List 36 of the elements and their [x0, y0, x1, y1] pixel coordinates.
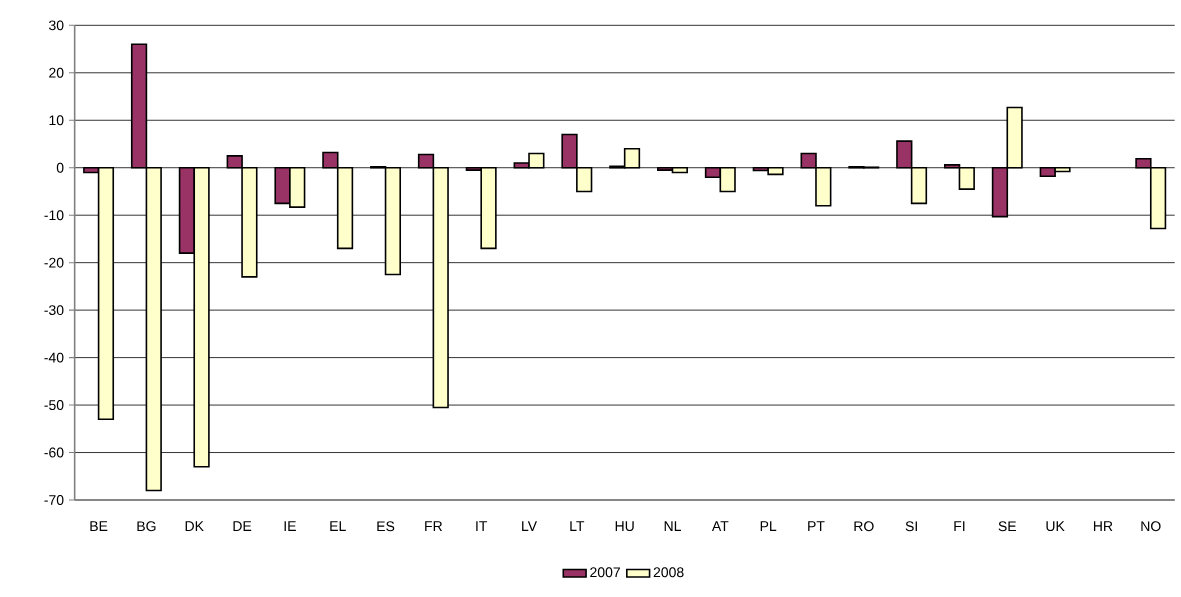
x-tick-label: FI [954, 521, 965, 531]
y-tick-label: 10 [49, 115, 64, 126]
x-tick-label: RO [854, 521, 874, 532]
y-tick-label: 20 [49, 67, 64, 78]
legend-label: 2007 [590, 567, 620, 578]
x-tick-label: DE [233, 521, 252, 531]
x-tick-label: PT [808, 521, 825, 531]
x-tick-label: NO [1141, 521, 1161, 532]
y-tick-label: -30 [44, 305, 64, 316]
y-tick-label: -40 [44, 352, 64, 363]
x-tick-label: EL [330, 521, 346, 531]
x-tick-label: SE [998, 521, 1016, 532]
x-tick-label: AT [711, 521, 729, 531]
x-tick-label: SI [905, 521, 917, 532]
x-tick-label: BG [137, 521, 156, 532]
y-tick-label: -50 [44, 400, 64, 411]
x-tick-label: HU [615, 521, 634, 532]
y-tick-label: -20 [44, 257, 64, 268]
x-tick-label: LT [570, 521, 585, 531]
x-tick-label: PL [760, 521, 777, 531]
x-tick-label: UK [1046, 521, 1065, 532]
x-tick-label: FR [425, 521, 443, 531]
x-tick-label: LV [522, 521, 537, 531]
x-tick-label: HR [1093, 521, 1113, 531]
x-tick-label: IT [476, 521, 488, 531]
x-tick-label: BE [90, 521, 108, 531]
y-tick-label: -60 [44, 447, 64, 458]
x-tick-label: NL [664, 521, 681, 531]
x-tick-label: DK [185, 521, 204, 531]
legend-label: 2008 [653, 567, 684, 578]
x-tick-label: ES [377, 521, 395, 532]
y-tick-label: -10 [44, 210, 64, 221]
y-tick-label: 0 [56, 162, 64, 173]
y-tick-label: 30 [49, 20, 64, 31]
y-tick-label: -70 [44, 495, 64, 505]
x-tick-label: IE [284, 521, 296, 531]
